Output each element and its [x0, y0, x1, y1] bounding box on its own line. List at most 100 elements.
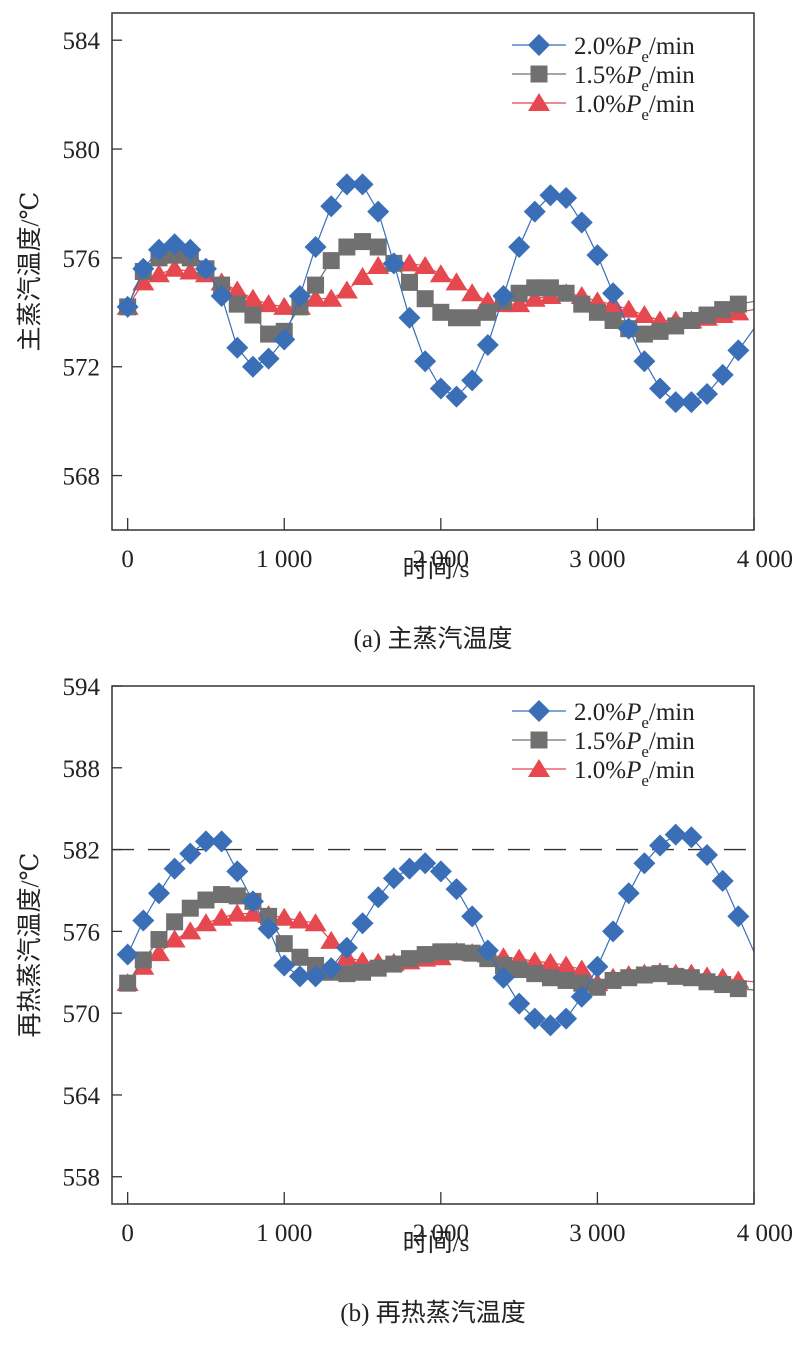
square-marker	[260, 325, 278, 343]
diamond-marker	[633, 852, 656, 875]
diamond-marker	[586, 955, 609, 978]
diamond-marker	[476, 333, 499, 356]
square-marker	[307, 276, 325, 294]
diamond-marker	[288, 284, 311, 307]
square-marker	[682, 311, 700, 329]
diamond-marker	[461, 369, 484, 392]
triangle-marker	[367, 256, 390, 275]
diamond-marker	[727, 905, 750, 928]
diamond-marker	[617, 882, 640, 905]
square-marker	[401, 950, 419, 968]
legend-item: 1.5%Pe/min	[512, 728, 695, 761]
square-marker	[119, 974, 137, 992]
diamond-marker	[116, 295, 139, 318]
plot-frame	[111, 12, 755, 531]
diamond-marker	[461, 905, 484, 928]
diamond-marker	[116, 943, 139, 966]
y-tick-label: 576	[63, 919, 101, 946]
square-marker	[714, 976, 732, 994]
legend-label: 1.5%Pe/min	[574, 62, 695, 95]
triangle-marker	[304, 913, 327, 932]
legend-item: 1.5%Pe/min	[512, 62, 695, 95]
square-marker	[541, 969, 559, 987]
square-marker	[275, 935, 293, 953]
triangle-marker	[179, 921, 202, 940]
diamond-marker	[664, 391, 687, 414]
square-marker	[166, 913, 184, 931]
legend-label: 1.0%Pe/min	[574, 757, 695, 790]
square-marker	[416, 946, 434, 964]
square-marker	[526, 279, 544, 297]
x-axis-label: 时间/s	[403, 1229, 470, 1257]
square-marker	[557, 284, 575, 302]
x-tick-label: 1 000	[256, 546, 312, 573]
diamond-marker	[555, 1007, 578, 1030]
legend-item: 2.0%Pe/min	[512, 33, 695, 66]
diamond-marker	[304, 236, 327, 259]
triangle-marker	[429, 264, 452, 283]
square-marker	[244, 306, 262, 324]
triangle-marker	[351, 266, 374, 285]
square-marker	[588, 303, 606, 321]
diamond-marker	[649, 834, 672, 857]
x-axis-label: 时间/s	[403, 555, 470, 583]
diamond-marker	[398, 306, 421, 329]
y-tick-label: 564	[63, 1083, 101, 1110]
diamond-marker	[382, 252, 405, 275]
triangle-marker	[528, 759, 550, 777]
triangle-marker	[528, 93, 550, 111]
square-marker	[698, 973, 716, 991]
square-marker	[635, 325, 653, 343]
y-axis-label: 主蒸汽温度/℃	[16, 192, 44, 352]
square-marker	[698, 306, 716, 324]
series-square	[119, 886, 755, 998]
diamond-marker	[680, 391, 703, 414]
series-layer	[112, 823, 755, 1037]
triangle-marker	[288, 910, 311, 929]
square-marker	[447, 943, 465, 961]
square-marker	[354, 233, 372, 251]
series-diamond	[116, 823, 755, 1037]
diamond-marker	[649, 377, 672, 400]
diamond-marker	[523, 200, 546, 223]
diamond-marker	[367, 200, 390, 223]
diamond-marker	[680, 826, 703, 849]
diamond-marker	[445, 878, 468, 901]
diamond-marker	[523, 1007, 546, 1030]
series-layer	[116, 173, 755, 414]
diamond-marker	[304, 965, 327, 988]
square-marker	[134, 951, 152, 969]
square-marker	[150, 931, 168, 949]
legend-item: 1.0%Pe/min	[512, 91, 695, 124]
square-marker	[463, 944, 481, 962]
diamond-marker	[210, 830, 233, 853]
diamond-marker	[539, 1014, 562, 1037]
square-marker	[604, 971, 622, 989]
x-tick-label: 0	[121, 546, 134, 573]
diamond-marker	[429, 860, 452, 883]
diamond-marker	[132, 909, 155, 932]
triangle-marker	[461, 283, 484, 302]
diamond-marker	[320, 957, 343, 980]
diamond-marker	[617, 317, 640, 340]
diamond-marker	[414, 852, 437, 875]
diamond-marker	[429, 377, 452, 400]
triangle-marker	[320, 930, 343, 949]
y-tick-label: 580	[63, 137, 101, 164]
triangle-marker	[570, 959, 593, 978]
diamond-marker	[555, 187, 578, 210]
diamond-marker	[179, 238, 202, 261]
x-tick-label: 2 000	[413, 1220, 469, 1247]
diamond-marker	[539, 184, 562, 207]
x-tick-label: 0	[121, 1220, 134, 1247]
triangle-marker	[398, 253, 421, 272]
figure-caption: (a) 主蒸汽温度	[354, 625, 513, 653]
x-tick-label: 2 000	[413, 546, 469, 573]
y-tick-label: 576	[63, 246, 101, 273]
y-tick-label: 558	[63, 1165, 101, 1192]
diamond-marker	[602, 282, 625, 305]
diamond-marker	[570, 211, 593, 234]
triangle-marker	[257, 294, 280, 313]
